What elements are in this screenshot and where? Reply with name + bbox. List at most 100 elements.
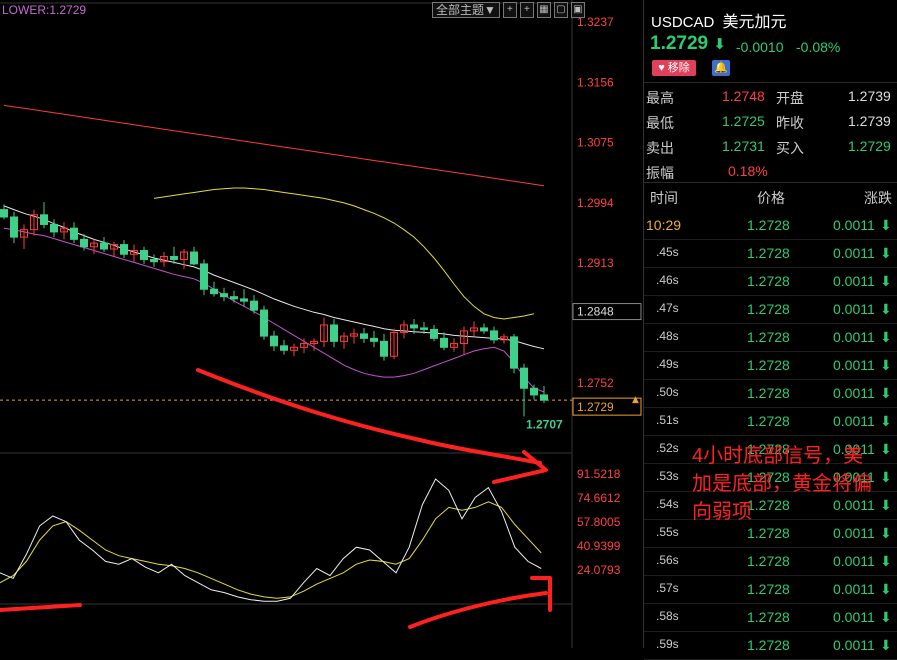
tick-time: .59s bbox=[656, 637, 679, 651]
tick-time: .47s bbox=[656, 301, 679, 315]
annotation-arrow bbox=[408, 591, 548, 629]
tick-price: 1.2728 bbox=[747, 385, 790, 401]
tick-time: .53s bbox=[656, 469, 679, 483]
down-arrow-icon: ⬇ bbox=[713, 36, 726, 53]
down-arrow-icon: ⬇ bbox=[880, 637, 892, 653]
candle-body bbox=[0, 209, 8, 218]
current-price-label: 1.2729 bbox=[577, 400, 614, 414]
candle-body bbox=[40, 214, 48, 225]
quote-value: 1.2739 bbox=[848, 113, 891, 129]
candle-body bbox=[330, 324, 338, 342]
candle-body bbox=[280, 345, 288, 351]
candle-body bbox=[170, 255, 178, 260]
candle-body bbox=[320, 324, 328, 342]
tick-row: .47s 1.2728 0.0011 ⬇ bbox=[644, 295, 897, 324]
tick-row: .50s 1.2728 0.0011 ⬇ bbox=[644, 379, 897, 408]
candle-body bbox=[500, 336, 508, 341]
tick-time: .46s bbox=[656, 273, 679, 287]
layout-icon[interactable]: ▦ bbox=[536, 2, 551, 18]
tick-change: 0.0011 bbox=[833, 441, 875, 457]
candle-body bbox=[410, 324, 418, 329]
candle-body bbox=[220, 293, 228, 298]
tick-time: .48s bbox=[656, 329, 679, 343]
tick-time: .50s bbox=[656, 385, 679, 399]
down-arrow-icon: ⬇ bbox=[880, 217, 892, 233]
remove-label: 移除 bbox=[667, 62, 690, 74]
candle-body bbox=[230, 296, 238, 300]
tick-price: 1.2728 bbox=[747, 217, 790, 233]
zoom-out-icon[interactable]: + bbox=[519, 2, 534, 18]
quote-label: 卖出 bbox=[646, 140, 674, 156]
candle-body bbox=[100, 242, 108, 250]
down-arrow-icon: ⬇ bbox=[880, 329, 892, 345]
osc-slow-line bbox=[0, 501, 542, 599]
candle-body bbox=[350, 333, 358, 337]
candle-body bbox=[490, 330, 498, 341]
tick-row: .55s 1.2728 0.0011 ⬇ bbox=[644, 519, 897, 548]
candle-body bbox=[510, 336, 518, 369]
down-arrow-icon: ⬇ bbox=[880, 357, 892, 373]
candle-body bbox=[370, 337, 378, 342]
symbol-code: USDCAD bbox=[651, 14, 715, 31]
quote-value: 1.2748 bbox=[722, 88, 765, 104]
fullscreen-icon[interactable]: ▣ bbox=[570, 2, 585, 18]
quote-value: 1.2739 bbox=[848, 88, 891, 104]
quote-value: 1.2729 bbox=[848, 138, 891, 154]
candle-body bbox=[80, 238, 88, 248]
candle-body bbox=[360, 333, 368, 339]
candle-body bbox=[10, 216, 18, 238]
divider bbox=[644, 82, 897, 83]
price-chart[interactable]: 1.3237 1.3156 1.3075 1.2994 1.2913 1.2752 1.28… bbox=[0, 0, 643, 648]
candle-body bbox=[150, 258, 158, 263]
price-tick-label: 1.3075 bbox=[577, 136, 614, 150]
tick-price: 1.2728 bbox=[747, 329, 790, 345]
candle-body bbox=[160, 255, 168, 263]
remove-watchlist-button[interactable]: ♥ 移除 bbox=[652, 60, 696, 76]
down-arrow-icon: ⬇ bbox=[880, 441, 892, 457]
candle-body bbox=[340, 335, 348, 342]
tick-price: 1.2728 bbox=[747, 581, 790, 597]
candle-body bbox=[270, 335, 278, 347]
tick-row: .53s 1.2728 0.0011 ⬇ bbox=[644, 463, 897, 492]
tick-price: 1.2728 bbox=[747, 245, 790, 261]
last-price-value: 1.2729 bbox=[650, 33, 709, 54]
quote-value: 1.2725 bbox=[722, 113, 765, 129]
bell-icon[interactable]: 🔔 bbox=[712, 60, 730, 76]
down-arrow-icon: ⬇ bbox=[880, 273, 892, 289]
tick-time: .49s bbox=[656, 357, 679, 371]
theme-dropdown[interactable]: 全部主题▼ bbox=[432, 2, 500, 18]
down-arrow-icon: ⬇ bbox=[880, 413, 892, 429]
price-change: -0.0010 bbox=[736, 39, 784, 55]
tick-row: .46s 1.2728 0.0011 ⬇ bbox=[644, 267, 897, 296]
price-tick-label: 1.2913 bbox=[577, 256, 614, 270]
candle-body bbox=[200, 263, 208, 290]
candle-body bbox=[210, 288, 218, 295]
tick-row: 10:29 1.2728 0.0011 ⬇ bbox=[644, 211, 897, 240]
price-tick-label: 1.3156 bbox=[577, 75, 614, 89]
window-icon[interactable]: ▢ bbox=[553, 2, 568, 18]
candle-body bbox=[440, 337, 448, 348]
ma-price-box bbox=[572, 303, 642, 321]
tick-row: .52s 1.2728 0.0011 ⬇ bbox=[644, 435, 897, 464]
tick-change: 0.0011 bbox=[833, 357, 875, 373]
quote-label: 振幅 bbox=[646, 165, 674, 181]
candle-body bbox=[260, 309, 268, 337]
osc-tick-label: 57.8005 bbox=[577, 515, 621, 529]
annotation-text-line: 向弱项 bbox=[692, 501, 752, 523]
osc-tick-label: 24.0793 bbox=[577, 563, 621, 577]
candle-body bbox=[430, 328, 438, 339]
candle-body bbox=[130, 250, 138, 255]
tick-change: 0.0011 bbox=[833, 273, 875, 289]
candle-body bbox=[300, 343, 308, 348]
heart-icon: ♥ bbox=[658, 62, 665, 74]
tick-change: 0.0011 bbox=[833, 245, 875, 261]
zoom-in-icon[interactable]: + bbox=[502, 2, 517, 18]
candle-body bbox=[120, 244, 128, 255]
down-arrow-icon: ⬇ bbox=[880, 609, 892, 625]
tick-price: 1.2728 bbox=[747, 273, 790, 289]
candle-body bbox=[460, 330, 468, 345]
candle-body bbox=[470, 327, 478, 332]
tick-header-change: 涨跌 bbox=[864, 190, 892, 206]
annotation-arrowhead bbox=[492, 450, 548, 484]
candle-body bbox=[250, 300, 258, 311]
